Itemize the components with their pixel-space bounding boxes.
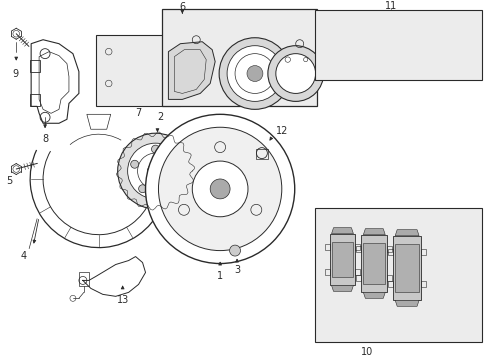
Bar [387,281,392,287]
Circle shape [226,46,282,102]
Bar [387,249,392,255]
Polygon shape [343,44,350,48]
Polygon shape [329,234,355,285]
Circle shape [118,133,193,209]
Circle shape [139,185,146,193]
Bar [96,35,180,106]
Polygon shape [331,285,353,291]
Polygon shape [390,44,397,48]
Bar [30,94,40,106]
Text: 13: 13 [116,295,128,305]
Text: 1: 1 [217,271,223,282]
Bar [324,270,329,275]
Text: 10: 10 [361,347,373,357]
Bar [356,275,361,281]
Polygon shape [324,42,330,46]
Polygon shape [363,42,370,46]
Polygon shape [168,42,215,99]
Polygon shape [413,60,420,64]
Polygon shape [331,228,353,234]
Polygon shape [365,24,372,28]
Polygon shape [390,22,397,26]
Polygon shape [363,292,385,298]
Polygon shape [425,237,431,240]
Circle shape [172,160,180,168]
Polygon shape [392,236,420,300]
Bar [162,9,316,106]
Text: 2: 2 [157,112,163,122]
Bar [356,246,361,252]
Polygon shape [465,237,471,240]
Circle shape [145,114,294,264]
Bar [355,244,360,249]
Circle shape [164,185,172,193]
Polygon shape [324,24,330,28]
Circle shape [130,160,139,168]
Circle shape [229,245,240,256]
Circle shape [210,179,230,199]
Bar [324,244,329,249]
Circle shape [127,143,183,199]
Polygon shape [363,243,385,284]
Polygon shape [363,60,370,64]
Circle shape [147,163,163,179]
Circle shape [219,38,290,109]
Text: 4: 4 [20,251,26,261]
Polygon shape [345,22,352,26]
Polygon shape [394,244,418,292]
Polygon shape [361,235,386,292]
Polygon shape [363,229,385,235]
Polygon shape [413,42,420,46]
Bar [314,10,481,80]
Circle shape [158,127,281,251]
Polygon shape [343,62,350,66]
Bar [386,275,391,281]
Text: 6: 6 [179,2,185,12]
Bar [30,60,40,72]
Polygon shape [465,316,471,320]
Polygon shape [450,316,456,320]
Bar [314,208,481,342]
Circle shape [267,46,323,102]
Text: 11: 11 [385,1,397,11]
Text: 9: 9 [12,68,18,78]
Text: 3: 3 [233,265,240,275]
Bar [420,281,425,287]
Bar [355,270,360,275]
Circle shape [151,145,159,153]
Bar [255,149,267,159]
Polygon shape [331,242,353,278]
Polygon shape [443,22,449,26]
Polygon shape [394,300,418,306]
Text: 12: 12 [275,126,287,136]
Polygon shape [443,44,449,48]
Circle shape [192,161,247,217]
Polygon shape [425,316,431,320]
Bar [386,246,391,252]
Bar [420,249,425,255]
Polygon shape [450,237,456,240]
Circle shape [275,54,315,94]
Polygon shape [324,60,330,64]
Text: 7: 7 [135,108,142,118]
Text: 8: 8 [42,134,48,144]
Circle shape [246,66,263,81]
Polygon shape [394,230,418,236]
Text: 5: 5 [6,176,12,186]
Polygon shape [413,24,420,28]
